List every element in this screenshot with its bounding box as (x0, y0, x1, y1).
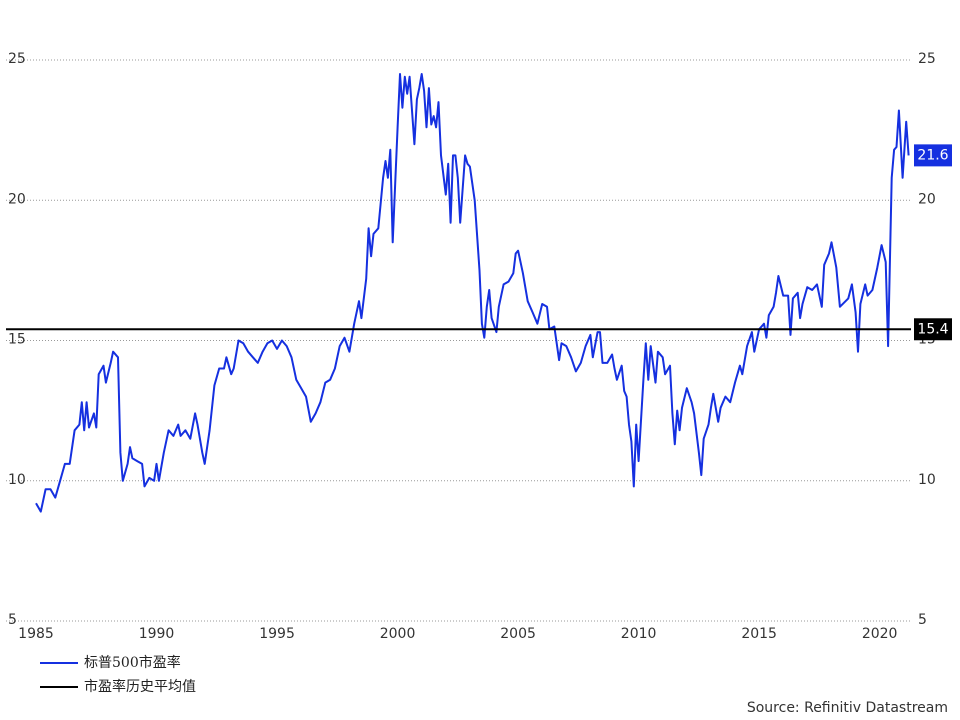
reference-box (914, 318, 952, 341)
last-value-box (914, 144, 952, 167)
y2-tick-label: 5 (918, 612, 927, 628)
source: Source: Refinitiv Datastream (747, 700, 948, 716)
legend-label: 标普500市盈率 (84, 654, 181, 671)
x-tick-label: 2015 (741, 626, 777, 642)
y2-tick-label: 10 (918, 472, 936, 488)
y2-tick-label: 25 (918, 51, 936, 67)
y-tick-label: 10 (8, 472, 26, 488)
x-tick-label: 1990 (139, 626, 175, 642)
x-tick-label: 2020 (862, 626, 898, 642)
x-tick-label: 2000 (380, 626, 416, 642)
y-tick-label: 25 (8, 51, 26, 67)
y-tick-label: 15 (8, 332, 26, 348)
legend-label: 市盈率历史平均值 (84, 678, 196, 695)
y-tick-label: 5 (8, 612, 17, 628)
x-tick-label: 2010 (621, 626, 657, 642)
y2-tick-label: 20 (918, 191, 936, 207)
reference-label: 15.4 (917, 321, 948, 337)
x-tick-label: 1995 (259, 626, 295, 642)
y-tick-label: 20 (8, 191, 26, 207)
x-tick-label: 2005 (500, 626, 536, 642)
last-value-label: 21.6 (917, 147, 948, 163)
x-tick-label: 1985 (18, 626, 54, 642)
data-line (35, 73, 910, 513)
